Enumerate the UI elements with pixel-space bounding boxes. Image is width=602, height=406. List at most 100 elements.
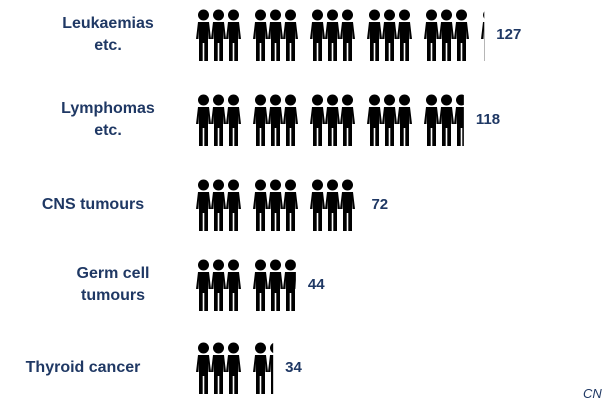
person-head	[369, 94, 380, 106]
person-body	[196, 272, 211, 311]
person-head	[384, 94, 395, 106]
pictogram-bar	[196, 94, 464, 146]
person-head	[285, 94, 296, 106]
person-body	[268, 22, 283, 61]
person-head	[198, 259, 209, 271]
person-head	[342, 9, 353, 21]
person-body	[325, 22, 340, 61]
person-body	[196, 107, 211, 146]
person-head	[456, 9, 467, 21]
person-head	[270, 179, 281, 191]
person-body	[382, 22, 397, 61]
pictogram-bar	[196, 342, 274, 394]
person-body	[253, 355, 268, 394]
person-head	[342, 179, 353, 191]
person-head	[285, 259, 296, 271]
person-body	[211, 192, 226, 231]
person-head	[213, 9, 224, 21]
person-body	[454, 107, 464, 146]
person-head	[327, 179, 338, 191]
person-body	[283, 107, 298, 146]
category-label: CNS tumours	[41, 196, 145, 213]
category-label: Lymphomas etc.	[61, 100, 155, 139]
pictogram-bar	[196, 259, 296, 311]
person-head	[213, 94, 224, 106]
person-body	[424, 22, 439, 61]
person-body	[268, 272, 283, 311]
person-head	[285, 9, 296, 21]
person-head	[228, 179, 239, 191]
person-body	[310, 107, 325, 146]
annotation: CN	[583, 386, 602, 401]
person-head	[213, 259, 224, 271]
person-head	[327, 9, 338, 21]
person-body	[325, 192, 340, 231]
person-head	[384, 9, 395, 21]
person-head	[441, 94, 452, 106]
person-body	[397, 107, 412, 146]
person-body	[268, 107, 283, 146]
category-label: Thyroid cancer	[25, 359, 141, 376]
person-head	[285, 179, 296, 191]
person-head	[228, 9, 239, 21]
person-body	[283, 22, 298, 61]
value-label: 127	[496, 26, 522, 43]
person-head	[270, 343, 274, 353]
person-body	[196, 192, 211, 231]
person-head	[198, 94, 209, 106]
value-label: 44	[307, 276, 325, 293]
person-head	[255, 94, 266, 106]
person-body	[439, 107, 454, 146]
person-head	[312, 179, 323, 191]
person-body	[253, 192, 268, 231]
person-body	[226, 22, 241, 61]
person-head	[369, 9, 380, 21]
person-body	[253, 22, 268, 61]
person-head	[441, 9, 452, 21]
person-body	[226, 107, 241, 146]
person-body	[226, 355, 241, 394]
person-body	[211, 272, 226, 311]
person-body	[211, 22, 226, 61]
person-head	[270, 259, 281, 271]
person-head	[312, 9, 323, 21]
person-head	[399, 94, 410, 106]
person-head	[342, 94, 353, 106]
person-body	[226, 192, 241, 231]
person-body	[283, 192, 298, 231]
person-body	[196, 355, 211, 394]
person-head	[327, 94, 338, 106]
person-body	[340, 107, 355, 146]
person-head	[213, 342, 224, 354]
person-body	[367, 22, 382, 61]
category-label: Germ cell tumours	[76, 265, 150, 304]
person-head	[255, 342, 266, 354]
pictogram-bar	[196, 9, 509, 61]
person-body	[439, 22, 454, 61]
person-head	[255, 259, 266, 271]
person-body	[268, 355, 274, 394]
person-head	[426, 9, 437, 21]
person-head	[312, 94, 323, 106]
person-body	[325, 107, 340, 146]
person-body	[253, 107, 268, 146]
person-body	[454, 22, 469, 61]
person-head	[198, 342, 209, 354]
pictogram-bar	[196, 179, 355, 231]
person-body	[211, 107, 226, 146]
person-body	[310, 22, 325, 61]
person-head	[228, 342, 239, 354]
person-head	[426, 94, 437, 106]
person-head	[228, 94, 239, 106]
person-head	[255, 179, 266, 191]
person-head	[198, 179, 209, 191]
person-head	[498, 10, 509, 21]
person-body	[268, 192, 283, 231]
person-head	[255, 9, 266, 21]
person-body	[211, 355, 226, 394]
category-label: Leukaemias etc.	[62, 15, 154, 54]
person-body	[382, 107, 397, 146]
person-head	[270, 9, 281, 21]
